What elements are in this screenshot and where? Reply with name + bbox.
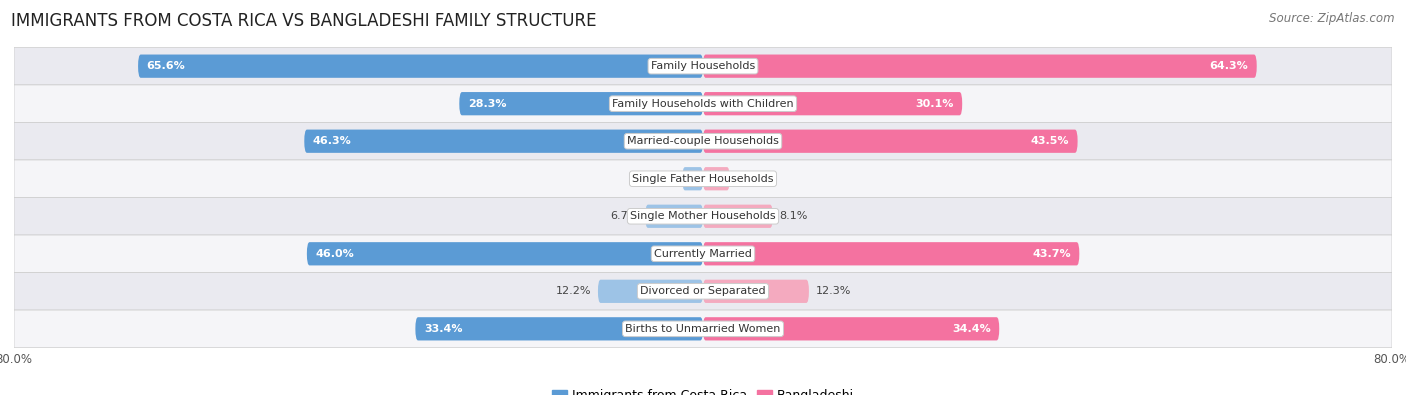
Text: Family Households with Children: Family Households with Children [612,99,794,109]
Text: 46.3%: 46.3% [314,136,352,146]
Text: 30.1%: 30.1% [915,99,953,109]
Text: 43.5%: 43.5% [1031,136,1069,146]
FancyBboxPatch shape [682,167,703,190]
FancyBboxPatch shape [14,198,1392,235]
FancyBboxPatch shape [14,85,1392,122]
FancyBboxPatch shape [703,167,730,190]
FancyBboxPatch shape [703,317,1000,340]
Text: 65.6%: 65.6% [146,61,186,71]
FancyBboxPatch shape [14,160,1392,198]
FancyBboxPatch shape [703,92,962,115]
Text: 43.7%: 43.7% [1032,249,1071,259]
Text: 12.2%: 12.2% [555,286,591,296]
FancyBboxPatch shape [645,205,703,228]
FancyBboxPatch shape [703,205,773,228]
Text: Divorced or Separated: Divorced or Separated [640,286,766,296]
FancyBboxPatch shape [304,130,703,153]
FancyBboxPatch shape [138,55,703,78]
FancyBboxPatch shape [415,317,703,340]
Text: Source: ZipAtlas.com: Source: ZipAtlas.com [1270,12,1395,25]
Text: Single Father Households: Single Father Households [633,174,773,184]
FancyBboxPatch shape [307,242,703,265]
Text: Single Mother Households: Single Mother Households [630,211,776,221]
Text: IMMIGRANTS FROM COSTA RICA VS BANGLADESHI FAMILY STRUCTURE: IMMIGRANTS FROM COSTA RICA VS BANGLADESH… [11,12,596,30]
Text: 64.3%: 64.3% [1209,61,1249,71]
FancyBboxPatch shape [14,47,1392,85]
FancyBboxPatch shape [14,235,1392,273]
Text: 6.7%: 6.7% [610,211,638,221]
FancyBboxPatch shape [14,122,1392,160]
Text: Married-couple Households: Married-couple Households [627,136,779,146]
FancyBboxPatch shape [460,92,703,115]
FancyBboxPatch shape [14,310,1392,348]
Text: 46.0%: 46.0% [315,249,354,259]
Text: 28.3%: 28.3% [468,99,506,109]
Text: 8.1%: 8.1% [780,211,808,221]
Text: 3.1%: 3.1% [737,174,765,184]
FancyBboxPatch shape [703,280,808,303]
Text: 34.4%: 34.4% [952,324,991,334]
Text: 33.4%: 33.4% [425,324,463,334]
FancyBboxPatch shape [598,280,703,303]
Text: Family Households: Family Households [651,61,755,71]
Text: 12.3%: 12.3% [815,286,851,296]
FancyBboxPatch shape [703,242,1080,265]
Text: Births to Unmarried Women: Births to Unmarried Women [626,324,780,334]
FancyBboxPatch shape [14,273,1392,310]
FancyBboxPatch shape [703,55,1257,78]
Text: 2.4%: 2.4% [647,174,675,184]
Legend: Immigrants from Costa Rica, Bangladeshi: Immigrants from Costa Rica, Bangladeshi [547,384,859,395]
Text: Currently Married: Currently Married [654,249,752,259]
FancyBboxPatch shape [703,130,1077,153]
